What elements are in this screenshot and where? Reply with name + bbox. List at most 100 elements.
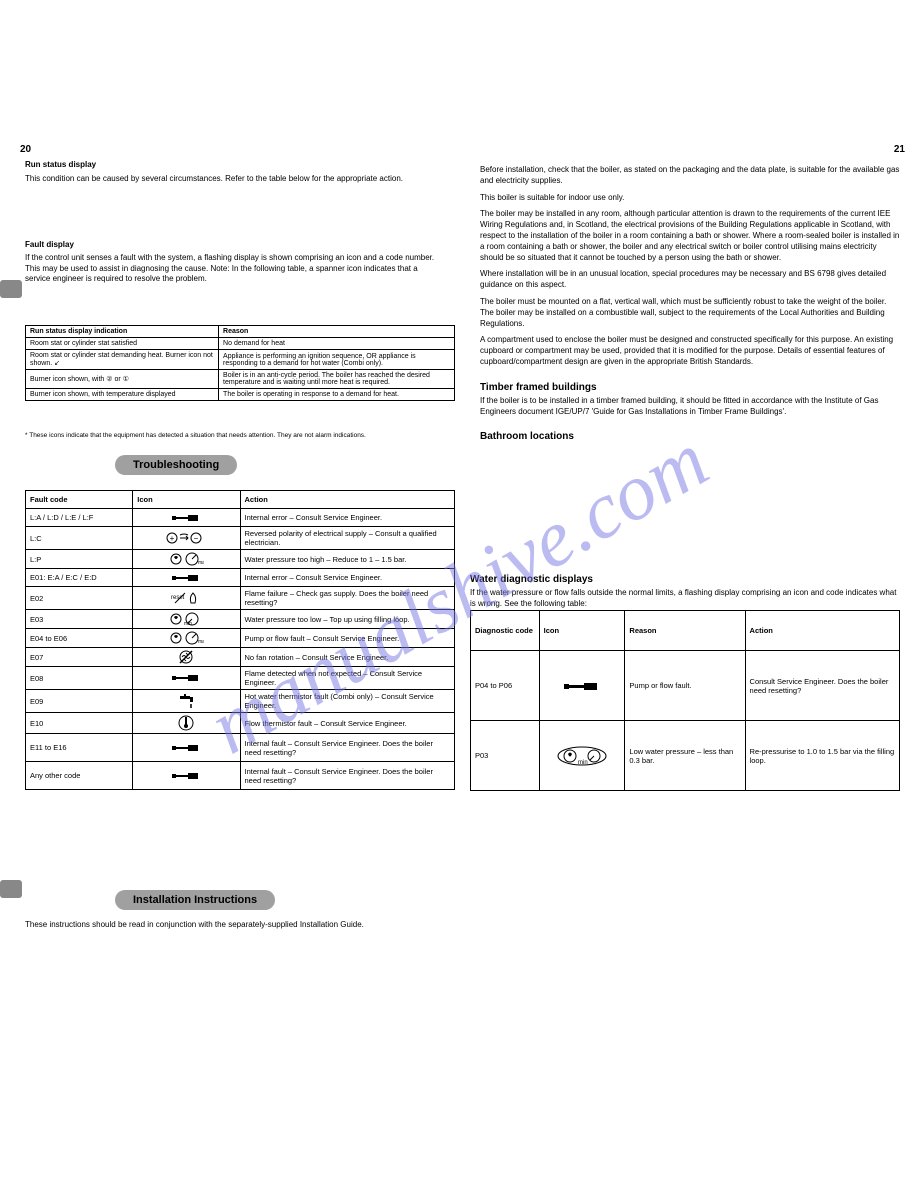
icon-cell: reset [133, 587, 240, 610]
run-status-title: Run status display [25, 160, 96, 169]
water-diag-table: Diagnostic code Icon Reason Action P04 t… [470, 610, 900, 791]
table-row: Burner icon shown, with ② or ① Boiler is… [26, 370, 455, 389]
pump-max-icon: max [168, 552, 204, 566]
cell: Room stat or cylinder stat demanding hea… [26, 350, 219, 370]
cell: Re-pressurise to 1.0 to 1.5 bar via the … [745, 721, 899, 791]
table-header-row: Fault code Icon Action [26, 491, 455, 509]
cell: Internal fault – Consult Service Enginee… [240, 734, 455, 762]
icon-cell [133, 509, 240, 527]
cell: Flow thermistor fault – Consult Service … [240, 713, 455, 734]
cell: E04 to E06 [26, 629, 133, 648]
cell: Consult Service Engineer. Does the boile… [745, 651, 899, 721]
cell: E02 [26, 587, 133, 610]
flame-fail-icon: reset [171, 591, 201, 605]
spanner-icon [172, 771, 200, 781]
cell: Any other code [26, 762, 133, 790]
thermometer-icon [178, 715, 194, 731]
para-4: Where installation will be in an unusual… [480, 269, 900, 291]
icon-cell [133, 569, 240, 587]
cell: E11 to E16 [26, 734, 133, 762]
col-header: Icon [133, 491, 240, 509]
para-1: Before installation, check that the boil… [480, 165, 900, 187]
para-5: The boiler must be mounted on a flat, ve… [480, 297, 900, 329]
cell: Water pressure too high – Reduce to 1 – … [240, 550, 455, 569]
col-header: Diagnostic code [471, 611, 540, 651]
table-row: E07 No fan rotation – Consult Service En… [26, 648, 455, 667]
cell: Flame failure – Check gas supply. Does t… [240, 587, 455, 610]
cell: No fan rotation – Consult Service Engine… [240, 648, 455, 667]
polarity-icon: +− [166, 532, 206, 544]
cell: Hot water thermistor fault (Combi only) … [240, 690, 455, 713]
svg-text:+: + [170, 534, 175, 543]
table-header-row: Run status display indication Reason [26, 326, 455, 338]
svg-text:−: − [194, 534, 199, 543]
table-row: Burner icon shown, with temperature disp… [26, 389, 455, 401]
spanner-icon [172, 673, 200, 683]
icon-cell: max [133, 550, 240, 569]
col-header: Reason [625, 611, 745, 651]
run-status-text: Run status display This condition can be… [25, 160, 445, 185]
icon-cell [133, 690, 240, 713]
cell: E01: E:A / E:C / E:D [26, 569, 133, 587]
cell: Burner icon shown, with ② or ① [26, 370, 219, 389]
cell: E07 [26, 648, 133, 667]
cell: The boiler is operating in response to a… [219, 389, 455, 401]
para-2: This boiler is suitable for indoor use o… [480, 193, 900, 204]
cell: Room stat or cylinder stat satisfied [26, 338, 219, 350]
run-status-table: Run status display indication Reason Roo… [25, 325, 455, 401]
table-row: E10 Flow thermistor fault – Consult Serv… [26, 713, 455, 734]
svg-text:min: min [184, 621, 192, 626]
cell: Reversed polarity of electrical supply –… [240, 527, 455, 550]
icon-cell: max [133, 629, 240, 648]
cell: Flame detected when not expected – Consu… [240, 667, 455, 690]
para-6: A compartment used to enclose the boiler… [480, 335, 900, 367]
cell: Water pressure too low – Top up using fi… [240, 610, 455, 629]
table-row: E01: E:A / E:C / E:D Internal error – Co… [26, 569, 455, 587]
fault-note: Fault display If the control unit senses… [25, 200, 445, 285]
cell: Internal error – Consult Service Enginee… [240, 569, 455, 587]
water-diag-section: Water diagnostic displays If the water p… [470, 568, 900, 610]
table-row: L:C +− Reversed polarity of electrical s… [26, 527, 455, 550]
table-row: E11 to E16 Internal fault – Consult Serv… [26, 734, 455, 762]
svg-text:min: min [578, 760, 588, 766]
cell: E03 [26, 610, 133, 629]
svg-text:max: max [198, 639, 204, 645]
troubleshooting-heading: Troubleshooting [115, 455, 237, 475]
status-intro: This condition can be caused by several … [25, 174, 403, 183]
icon-cell [133, 648, 240, 667]
pump-min-icon: min [556, 746, 608, 766]
water-intro: If the water pressure or flow falls outs… [470, 588, 900, 610]
tap-icon [176, 694, 196, 708]
table-row: Room stat or cylinder stat satisfied No … [26, 338, 455, 350]
install-intro: These instructions should be read in con… [25, 920, 445, 931]
table-header-row: Diagnostic code Icon Reason Action [471, 611, 900, 651]
cell: E09 [26, 690, 133, 713]
icon-cell [133, 667, 240, 690]
cell: P03 [471, 721, 540, 791]
table-row: E09 Hot water thermistor fault (Combi on… [26, 690, 455, 713]
table-row: P03 min Low water pressure – less than 0… [471, 721, 900, 791]
cell: No demand for heat [219, 338, 455, 350]
fault-table: Fault code Icon Action L:A / L:D / L:E /… [25, 490, 455, 790]
cell: E10 [26, 713, 133, 734]
col-header: Fault code [26, 491, 133, 509]
svg-text:max: max [198, 560, 204, 566]
fault-note-title: Fault display [25, 240, 74, 249]
table-row: E03 min Water pressure too low – Top up … [26, 610, 455, 629]
no-fan-icon [177, 650, 195, 664]
col-header: Icon [539, 611, 625, 651]
cell: Pump or flow fault – Consult Service Eng… [240, 629, 455, 648]
run-status-section: Run status display This condition can be… [25, 160, 445, 185]
cell: Pump or flow fault. [625, 651, 745, 721]
pump-max-icon: max [168, 631, 204, 645]
icon-cell: min [539, 721, 625, 791]
cell: Appliance is performing an ignition sequ… [219, 350, 455, 370]
cell: L:A / L:D / L:E / L:F [26, 509, 133, 527]
spanner-icon [172, 573, 200, 583]
cell: L:C [26, 527, 133, 550]
spanner-icon [564, 680, 600, 692]
icon-cell [539, 651, 625, 721]
cell: E08 [26, 667, 133, 690]
icon-cell [133, 762, 240, 790]
icon-cell: min [133, 610, 240, 629]
